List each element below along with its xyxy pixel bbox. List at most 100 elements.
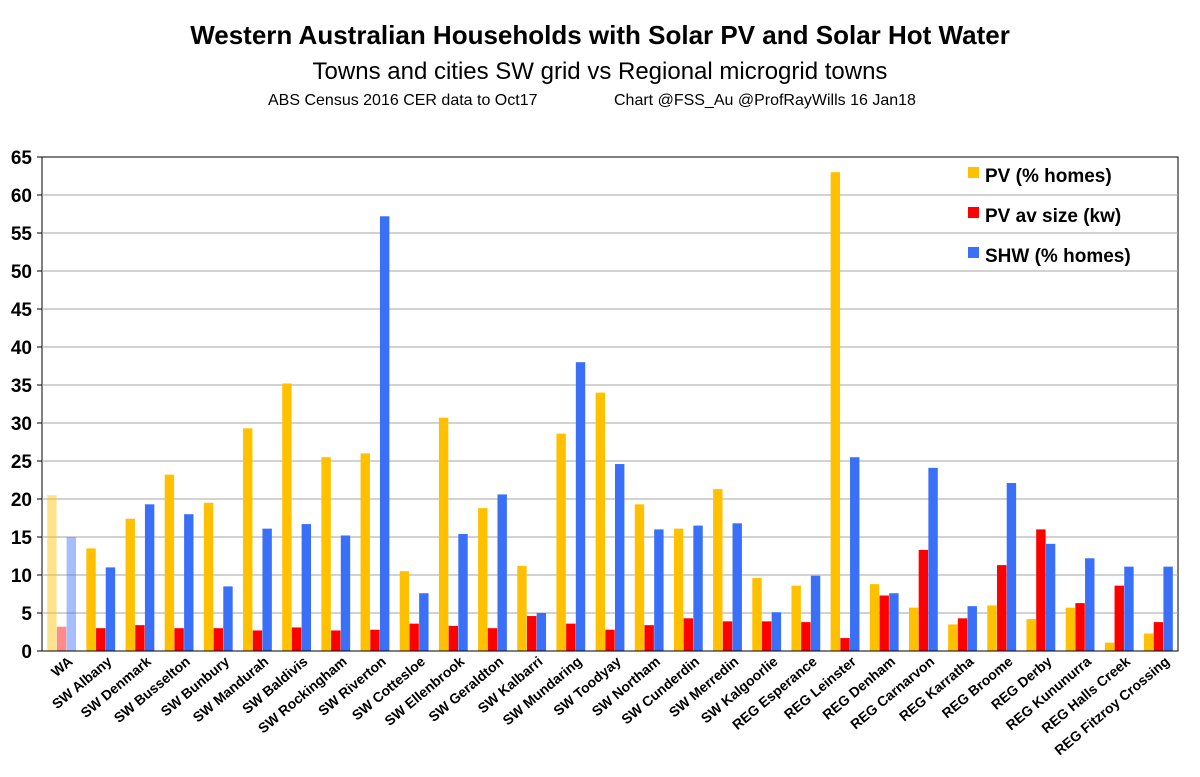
bar-pv <box>360 453 370 651</box>
bar-pv-size <box>487 628 498 651</box>
bar-pv <box>869 584 880 651</box>
chart-subtitle: Towns and cities SW grid vs Regional mic… <box>312 58 888 85</box>
bar-pv <box>1104 642 1115 651</box>
bar-pv-size <box>331 630 341 651</box>
y-tick-label: 5 <box>21 604 32 625</box>
bar-shw <box>732 523 742 651</box>
bar-pv-size <box>526 616 537 651</box>
bar-pv-size <box>409 623 419 651</box>
source-credit: ABS Census 2016 CER data to Oct17 <box>268 92 538 109</box>
bar-pv-size <box>135 625 145 651</box>
bar-shw <box>184 514 194 651</box>
bar-pv-size <box>644 625 654 651</box>
plot-area <box>41 156 1179 652</box>
bar-shw <box>1124 566 1134 651</box>
bar-pv-size <box>722 621 733 651</box>
bar-pv-size <box>879 595 889 651</box>
bar-shw <box>1163 566 1173 651</box>
bar-shw <box>66 537 76 651</box>
chart-title: Western Australian Households with Solar… <box>190 20 1010 50</box>
bar-pv-size <box>213 628 223 651</box>
bar-shw <box>536 613 547 651</box>
bar-pv <box>164 474 175 651</box>
bar-pv <box>908 607 919 651</box>
bar-pv <box>1065 607 1076 651</box>
chart-credit: Chart @FSS_Au @ProfRayWills 16 Jan18 <box>614 92 916 109</box>
bar-shw <box>105 567 116 651</box>
bar-shw <box>693 525 703 651</box>
y-tick-label: 40 <box>11 338 32 359</box>
bar-pv <box>673 528 684 651</box>
bar-pv-size <box>56 626 67 651</box>
bar-pv <box>47 495 57 651</box>
y-tick-label: 15 <box>11 528 33 549</box>
y-tick-label: 55 <box>11 224 33 245</box>
bar-pv-size <box>1114 585 1124 651</box>
legend-label: SHW (% homes) <box>985 246 1131 267</box>
y-tick-label: 65 <box>11 148 33 169</box>
bar-shw <box>262 528 272 651</box>
bar-shw <box>497 494 507 651</box>
bar-shw <box>458 533 468 651</box>
bar-pv-size <box>291 627 302 651</box>
bar-pv-size <box>1075 603 1085 651</box>
bar-shw <box>419 593 429 651</box>
bar-pv-size <box>801 622 811 651</box>
bar-shw <box>810 575 821 651</box>
bar-pv-size <box>840 638 850 651</box>
y-tick-label: 45 <box>11 300 33 321</box>
bar-pv <box>438 417 449 651</box>
bar-pv-size <box>566 623 576 651</box>
bar-pv-size <box>252 630 263 651</box>
y-tick-label: 60 <box>11 186 32 207</box>
bar-pv <box>634 504 645 651</box>
y-tick-label: 10 <box>11 566 32 587</box>
bar-shw <box>928 467 938 651</box>
bar-pv <box>399 571 410 651</box>
y-tick-label: 0 <box>21 642 32 663</box>
bar-pv <box>243 428 253 651</box>
bar-pv <box>321 457 331 651</box>
bar-pv <box>830 172 841 651</box>
bar-shw <box>771 612 782 651</box>
y-tick-label: 25 <box>11 452 33 473</box>
y-tick-label: 35 <box>11 376 33 397</box>
bar-pv <box>517 565 527 651</box>
bar-shw <box>967 606 977 651</box>
bar-pv-size <box>370 629 380 651</box>
bar-pv-size <box>96 628 106 651</box>
bar-pv <box>987 605 997 651</box>
y-tick-label: 20 <box>11 490 32 511</box>
bar-pv <box>791 585 801 651</box>
bar-pv-size <box>957 618 968 651</box>
x-tick-label: WA <box>48 653 76 680</box>
bar-shw <box>379 216 390 651</box>
y-tick-label: 30 <box>11 414 32 435</box>
bar-pv <box>203 502 214 651</box>
bar-pv-size <box>918 549 929 651</box>
bar-shw <box>850 457 860 651</box>
legend-swatch <box>968 207 979 218</box>
legend-swatch <box>968 247 979 258</box>
bar-pv <box>948 624 958 651</box>
bar-pv <box>1026 619 1036 651</box>
bar-pv-size <box>1153 622 1164 651</box>
bar-shw <box>654 529 664 651</box>
bar-pv <box>556 433 566 651</box>
bar-pv-size <box>605 629 615 651</box>
bar-pv <box>713 489 723 651</box>
bar-pv <box>1144 633 1154 651</box>
bar-pv <box>125 518 135 651</box>
bar-shw <box>1085 558 1095 651</box>
bar-shw <box>301 524 312 651</box>
bar-pv-size <box>448 625 459 651</box>
bar-pv-size <box>761 621 772 651</box>
bar-shw <box>1045 543 1056 651</box>
bar-pv-size <box>1036 529 1046 651</box>
bar-shw <box>340 535 351 651</box>
bar-shw <box>144 504 155 651</box>
legend-swatch <box>968 167 979 178</box>
bar-shw <box>889 593 899 651</box>
bar-pv-size <box>997 565 1007 651</box>
